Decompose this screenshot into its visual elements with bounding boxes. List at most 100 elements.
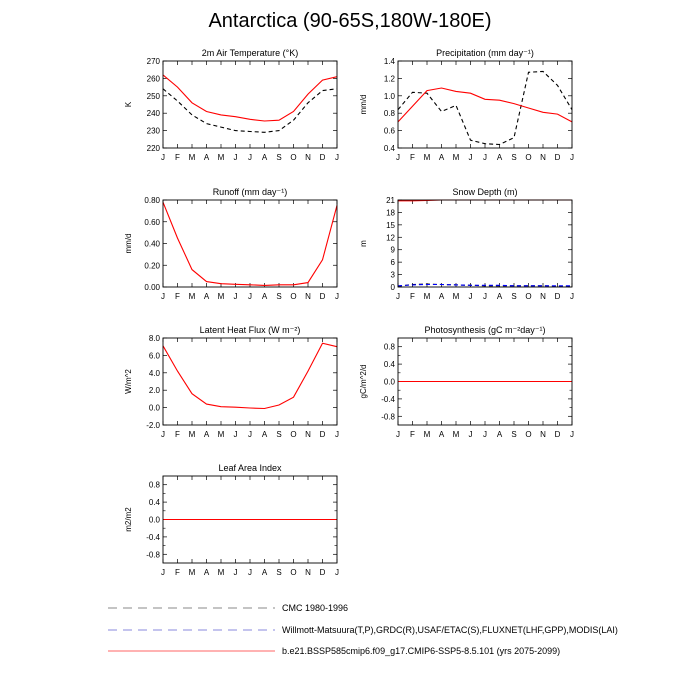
y-tick-label: 6 [391, 258, 396, 267]
x-tick-label: S [511, 153, 516, 162]
series-line-0 [162, 201, 338, 286]
y-tick-label: 260 [147, 74, 161, 83]
x-tick-label: A [262, 292, 268, 301]
y-tick-label: 1.0 [384, 92, 396, 101]
x-tick-label: M [189, 153, 196, 162]
y-tick-label: 1.2 [384, 74, 396, 83]
y-tick-label: 0.00 [144, 283, 160, 292]
y-tick-label: 0.8 [149, 481, 161, 490]
panel-title: Leaf Area Index [218, 463, 282, 473]
x-tick-label: M [189, 568, 196, 577]
panel-frame [397, 337, 573, 426]
x-tick-label: A [262, 430, 268, 439]
series-line-0 [397, 70, 573, 146]
x-tick-label: J [469, 292, 473, 301]
x-tick-label: M [453, 430, 460, 439]
y-tick-label: -0.4 [146, 533, 160, 542]
y-tick-label: 0.60 [144, 218, 160, 227]
y-tick-label: 0.8 [384, 109, 396, 118]
x-tick-label: D [555, 153, 561, 162]
x-tick-label: O [525, 153, 531, 162]
y-tick-label: 9 [391, 246, 396, 255]
y-tick-label: 21 [386, 196, 395, 205]
x-tick-label: J [335, 430, 339, 439]
legend-label: CMC 1980-1996 [282, 603, 348, 613]
x-tick-label: O [525, 292, 531, 301]
x-tick-label: O [290, 430, 296, 439]
x-tick-label: D [320, 292, 326, 301]
x-tick-label: J [570, 430, 574, 439]
x-tick-label: O [525, 430, 531, 439]
panel-4: Latent Heat Flux (W m⁻²)W/m^2J F M A M J J A S O N… [124, 325, 339, 439]
y-tick-label: 0.4 [384, 360, 396, 369]
panel-2: Runoff (mm day⁻¹)mm/dJ F M A M J J A S O N D J0.000.… [124, 187, 339, 301]
x-tick-label: S [511, 430, 516, 439]
series-line-1 [397, 283, 572, 287]
x-tick-label: J [248, 568, 252, 577]
y-tick-label: 0.0 [149, 404, 161, 413]
x-tick-label: J [335, 568, 339, 577]
x-tick-label: J [335, 153, 339, 162]
x-tick-label: J [469, 430, 473, 439]
x-tick-label: A [497, 292, 503, 301]
y-tick-label: 240 [147, 109, 161, 118]
y-tick-label: -0.4 [381, 395, 395, 404]
x-tick-label: J [161, 430, 165, 439]
legend-label: b.e21.BSSP585cmip6.f09_g17.CMIP6-SSP5-8.… [282, 646, 560, 656]
x-tick-label: M [218, 568, 225, 577]
x-tick-label: N [305, 292, 311, 301]
x-tick-label: A [262, 568, 268, 577]
panel-frame [162, 199, 338, 288]
x-tick-label: A [262, 153, 268, 162]
x-tick-label: O [290, 292, 296, 301]
y-tick-label: 250 [147, 92, 161, 101]
x-tick-label: O [290, 153, 296, 162]
x-tick-label: F [175, 153, 180, 162]
y-tick-label: 0 [391, 283, 396, 292]
y-axis-label: mm/d [359, 95, 368, 115]
page-title: Antarctica (90-65S,180W-180E) [208, 10, 492, 32]
x-tick-label: N [540, 430, 546, 439]
x-tick-label: M [424, 292, 431, 301]
y-tick-label: 0.0 [149, 516, 161, 525]
x-tick-label: A [204, 430, 210, 439]
y-tick-label: 4.0 [149, 369, 161, 378]
series-line-0 [162, 342, 338, 410]
x-tick-label: J [483, 430, 487, 439]
x-tick-label: J [469, 153, 473, 162]
x-tick-label: J [248, 153, 252, 162]
x-tick-label: D [555, 292, 561, 301]
x-tick-label: M [189, 292, 196, 301]
y-axis-label: gC/m^2/d [359, 365, 368, 399]
panel-title: 2m Air Temperature (°K) [202, 48, 298, 58]
x-tick-label: A [439, 430, 445, 439]
x-tick-label: D [320, 153, 326, 162]
x-tick-label: J [335, 292, 339, 301]
x-tick-label: F [410, 292, 415, 301]
legend-item-0: CMC 1980-1996 [108, 603, 348, 613]
y-tick-label: 15 [386, 221, 395, 230]
series-line-1 [162, 74, 338, 122]
x-tick-label: J [161, 292, 165, 301]
x-tick-label: A [497, 153, 503, 162]
panel-5: Photosynthesis (gC m⁻²day⁻¹)gC/m^2/dJ F M A… [359, 325, 574, 439]
x-tick-label: J [396, 292, 400, 301]
x-tick-label: S [276, 292, 281, 301]
x-tick-label: N [305, 153, 311, 162]
y-tick-label: 3 [391, 271, 396, 280]
panel-frame [162, 475, 338, 564]
y-tick-label: 0.6 [384, 127, 396, 136]
x-tick-label: A [204, 568, 210, 577]
panel-1: Precipitation (mm day⁻¹)mm/dJ F M A M J J A S O N D… [359, 48, 574, 162]
y-tick-label: 18 [386, 208, 395, 217]
x-tick-label: O [290, 568, 296, 577]
y-tick-label: 2.0 [149, 386, 161, 395]
panel-frame [397, 199, 573, 288]
y-tick-label: 0.40 [144, 240, 160, 249]
y-tick-label: 0.0 [384, 378, 396, 387]
x-tick-label: D [320, 568, 326, 577]
x-tick-label: J [234, 430, 238, 439]
panel-title: Latent Heat Flux (W m⁻²) [200, 325, 301, 335]
x-tick-label: A [439, 153, 445, 162]
y-tick-label: 0.8 [384, 343, 396, 352]
